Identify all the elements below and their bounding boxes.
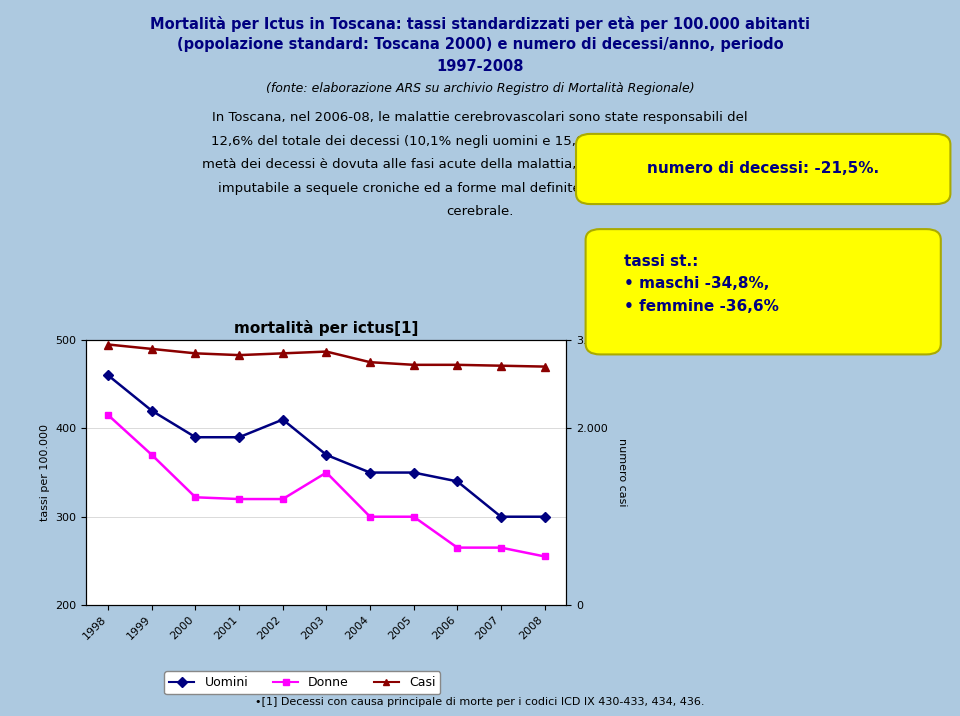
Text: imputabile a sequele croniche ed a forme mal definite di patologia circolatoria: imputabile a sequele croniche ed a forme… (218, 182, 742, 195)
Y-axis label: tassi per 100.000: tassi per 100.000 (40, 424, 50, 521)
Title: mortalità per ictus[1]: mortalità per ictus[1] (234, 320, 419, 336)
Text: 12,6% del totale dei decessi (10,1% negli uomini e 15,0% nelle donne). Più della: 12,6% del totale dei decessi (10,1% negl… (210, 135, 750, 147)
Text: metà dei decessi è dovuta alle fasi acute della malattia, mentre la parte restan: metà dei decessi è dovuta alle fasi acut… (203, 158, 757, 171)
Text: •[1] Decessi con causa principale di morte per i codici ICD IX 430-433, 434, 436: •[1] Decessi con causa principale di mor… (255, 697, 705, 707)
Text: Mortalità per Ictus in Toscana: tassi standardizzati per età per 100.000 abitant: Mortalità per Ictus in Toscana: tassi st… (150, 16, 810, 32)
Text: cerebrale.: cerebrale. (446, 205, 514, 218)
Legend: Uomini, Donne, Casi: Uomini, Donne, Casi (164, 671, 441, 694)
Y-axis label: numero casi: numero casi (617, 438, 627, 507)
Text: tassi st.:
• maschi -34,8%,
• femmine -36,6%: tassi st.: • maschi -34,8%, • femmine -3… (624, 254, 779, 314)
Text: numero di decessi: -21,5%.: numero di decessi: -21,5%. (647, 162, 879, 176)
Text: (fonte: elaborazione ARS su archivio Registro di Mortalità Regionale): (fonte: elaborazione ARS su archivio Reg… (266, 82, 694, 95)
Text: (popolazione standard: Toscana 2000) e numero di decessi/anno, periodo: (popolazione standard: Toscana 2000) e n… (177, 37, 783, 52)
Text: In Toscana, nel 2006-08, le malattie cerebrovascolari sono state responsabili de: In Toscana, nel 2006-08, le malattie cer… (212, 111, 748, 124)
Text: 1997-2008: 1997-2008 (436, 59, 524, 74)
